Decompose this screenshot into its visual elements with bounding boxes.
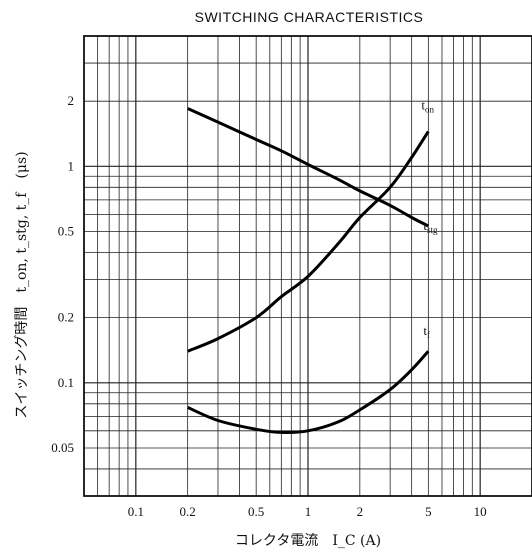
x-tick-label: 10	[474, 504, 487, 519]
x-tick-label: 0.1	[128, 504, 144, 519]
series-label-t-stg: tstg	[423, 218, 438, 235]
series-line-t-on	[187, 130, 430, 353]
x-tick-label: 2	[357, 504, 364, 519]
x-tick-label: 0.5	[248, 504, 264, 519]
series-line-t-f	[187, 350, 430, 435]
y-tick-label: 0.2	[58, 310, 74, 325]
x-tick-labels: 0.1 0.2 0.5 1 2 5 10	[128, 504, 487, 519]
y-axis-label: スイッチング時間 t_on, t_stg, t_f (μs)	[14, 151, 30, 418]
series-label-t-on: ton	[421, 97, 434, 114]
plot-border	[83, 35, 532, 497]
y-tick-label: 0.05	[51, 440, 74, 455]
y-tick-label: 0.1	[58, 375, 74, 390]
y-tick-label: 2	[68, 93, 75, 108]
grid	[83, 35, 532, 497]
plot-frame	[83, 35, 532, 497]
series-line-t-stg	[187, 107, 429, 228]
x-tick-label: 1	[305, 504, 312, 519]
series-label-t-f: tf	[423, 323, 430, 340]
x-tick-label: 0.2	[180, 504, 196, 519]
y-tick-labels: 0.05 0.1 0.2 0.5 1 2	[51, 93, 74, 455]
x-axis-label: コレクタ電流 I_C (A)	[235, 533, 381, 549]
y-tick-label: 1	[68, 158, 75, 173]
series-labels: ton tstg tf	[421, 97, 438, 340]
y-tick-label: 0.5	[58, 223, 74, 238]
x-tick-label: 5	[425, 504, 432, 519]
series-lines	[187, 107, 430, 435]
chart-title: SWITCHING CHARACTERISTICS	[195, 9, 424, 25]
